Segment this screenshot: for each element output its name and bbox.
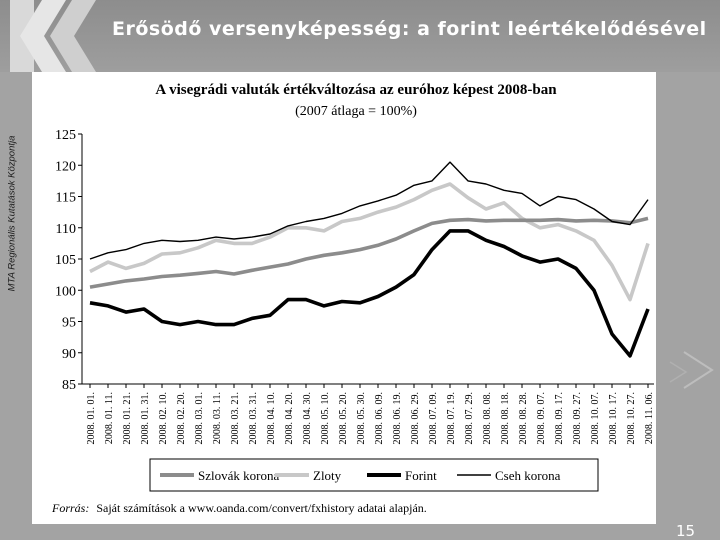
legend: Szlovák korona Zloty Forint Cseh korona [149, 458, 599, 492]
x-tick-label: 2008. 09. 27. [572, 392, 583, 445]
legend-label: Szlovák korona [198, 468, 279, 483]
y-tick-label: 85 [62, 378, 76, 393]
x-tick-label: 2008. 01. 31. [140, 392, 151, 445]
chart-panel: A visegrádi valuták értékváltozása az eu… [32, 72, 656, 524]
x-tick-label: 2008. 04. 30. [302, 392, 313, 445]
series-line-2 [89, 182, 650, 302]
x-tick-label: 2008. 10. 27. [626, 392, 637, 445]
x-tick-label: 2008. 03. 01. [194, 392, 205, 445]
y-axis: 85 90 95 100 105 110 115 120 125 [55, 128, 83, 393]
legend-label: Zloty [313, 468, 342, 483]
x-tick-label: 2008. 09. 17. [554, 392, 565, 445]
x-tick-label: 2008. 08. 18. [500, 392, 511, 445]
series-line-4 [89, 161, 649, 260]
x-tick-label: 2008. 03. 31. [248, 392, 259, 445]
x-tick-label: 2008. 07. 09. [428, 392, 439, 445]
x-tick-label: 2008. 06. 19. [392, 392, 403, 445]
x-tick-label: 2008. 05. 20. [338, 392, 349, 445]
y-tick-label: 90 [62, 347, 76, 362]
x-tick-label: 2008. 01. 11. [104, 392, 115, 444]
x-tick-label: 2008. 09. 07. [536, 392, 547, 445]
x-tick-label: 2008. 02. 20. [176, 392, 187, 445]
x-tick-label: 2008. 08. 08. [482, 392, 493, 445]
source-label: Forrás: [51, 501, 89, 515]
series-line-1 [89, 216, 649, 289]
x-tick-label: 2008. 01. 21. [122, 392, 133, 445]
slide-header: Erősödő versenyképesség: a forint leérté… [0, 0, 720, 72]
y-tick-label: 120 [55, 159, 76, 174]
chart-subtitle: (2007 átlaga = 100%) [295, 104, 417, 119]
x-tick-label: 2008. 08. 28. [518, 392, 529, 445]
x-tick-label: 2008. 04. 20. [284, 392, 295, 445]
y-tick-label: 95 [62, 316, 76, 331]
y-tick-label: 110 [56, 222, 76, 237]
fx-chart: A visegrádi valuták értékváltozása az eu… [51, 82, 655, 515]
institution-caption: MTA Regionális Kutatások Központja [6, 135, 18, 292]
chart-title: A visegrádi valuták értékváltozása az eu… [155, 82, 557, 98]
x-tick-label: 2008. 02. 10. [158, 392, 169, 445]
x-tick-label: 2008. 11. 06. [644, 392, 655, 444]
x-tick-label: 2008. 06. 09. [374, 392, 385, 445]
series-line-3 [89, 229, 650, 358]
x-tick-label: 2008. 05. 30. [356, 392, 367, 445]
y-tick-label: 100 [55, 284, 76, 299]
x-tick-label: 2008. 06. 29. [410, 392, 421, 445]
y-tick-label: 125 [55, 128, 76, 143]
x-tick-label: 2008. 07. 29. [464, 392, 475, 445]
page-number: 15 [676, 522, 696, 540]
y-tick-label: 115 [56, 191, 76, 206]
source-text: Saját számítások a www.oanda.com/convert… [96, 501, 426, 515]
x-axis: 2008. 01. 01. 2008. 01. 11. 2008. 01. 21. 2… [82, 383, 655, 445]
institute-logo [10, 0, 96, 72]
x-tick-label: 2008. 04. 10. [266, 392, 277, 445]
x-tick-label: 2008. 03. 21. [230, 392, 241, 445]
decorative-chevron [669, 351, 714, 389]
x-tick-label: 2008. 10. 07. [590, 392, 601, 445]
x-tick-label: 2008. 01. 01. [86, 392, 97, 445]
legend-label: Cseh korona [495, 468, 561, 483]
source-note: Forrás: Saját számítások a www.oanda.com… [51, 501, 427, 515]
x-tick-label: 2008. 05. 10. [320, 392, 331, 445]
x-tick-label: 2008. 03. 11. [212, 392, 223, 444]
series-layer [89, 161, 650, 358]
y-tick-label: 105 [55, 253, 76, 268]
x-tick-label: 2008. 07. 19. [446, 392, 457, 445]
x-tick-label: 2008. 10. 17. [608, 392, 619, 445]
legend-label: Forint [405, 468, 437, 483]
slide-title: Erősödő versenyképesség: a forint leérté… [112, 18, 707, 40]
